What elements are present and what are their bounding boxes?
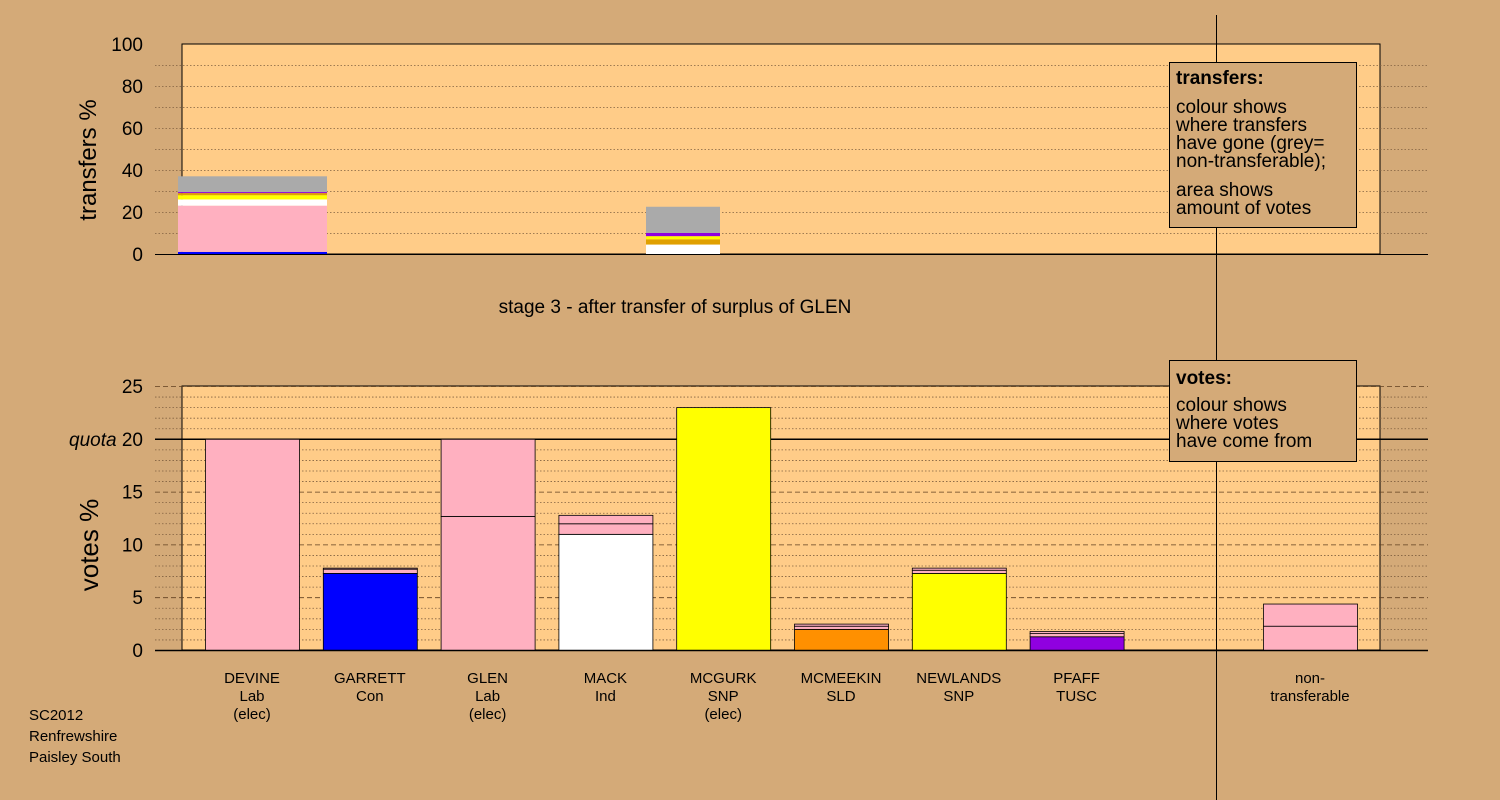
bar-newlands-segment <box>911 573 1007 651</box>
transfers-y-tick-label: 0 <box>132 245 143 266</box>
candidate-name: MCGURK <box>690 670 757 687</box>
transfers-legend-line-1: colour shows <box>1176 97 1287 118</box>
transfer-segment-garrett <box>178 251 327 254</box>
votes-legend: votes: colour shows where votes have com… <box>1169 360 1357 462</box>
votes-y-tick-label: 15 <box>122 483 143 504</box>
transfer-segment-newlands <box>646 236 720 240</box>
transfers-bars <box>178 176 720 254</box>
transfer-segment-mcgurk <box>178 195 327 200</box>
bar-newlands-segment <box>911 569 1007 574</box>
transfer-segment-pfaff <box>646 233 720 237</box>
transfer-segment-mcmeekin <box>646 239 720 245</box>
candidate-name: MACK <box>584 670 627 687</box>
candidate-name: GLEN <box>467 670 508 687</box>
votes-y-tick-label-quota: quota 20 <box>69 430 143 451</box>
candidate-status: (elec) <box>233 706 271 723</box>
transfer-segment-glen <box>178 205 327 252</box>
bar-mcmeekin-segment <box>794 628 889 651</box>
candidate-name: MCMEEKIN <box>801 670 882 687</box>
candidate-name: PFAFF <box>1053 670 1100 687</box>
votes-y-axis-label: votes % <box>74 499 104 592</box>
candidate-name: NEWLANDS <box>916 670 1001 687</box>
transfers-legend: transfers: colour shows where transfers … <box>1169 62 1357 228</box>
bar-nontransferable-segment <box>1263 625 1358 651</box>
footer-council: Renfrewshire <box>29 728 117 745</box>
transfers-legend-line-6: amount of votes <box>1176 198 1311 219</box>
footer-ward: Paisley South <box>29 749 121 766</box>
bar-mack-segment <box>558 523 654 535</box>
candidate-party: Lab <box>475 688 500 705</box>
bar-garrett-segment <box>322 573 418 651</box>
transfers-legend-line-2: where transfers <box>1175 115 1307 136</box>
transfer-segment-non-transferable <box>178 176 327 193</box>
transfers-y-tick-label: 100 <box>111 35 143 56</box>
votes-bars <box>205 407 1358 651</box>
votes-legend-line-2: where votes <box>1175 413 1278 434</box>
transfers-y-tick-label: 60 <box>122 119 143 140</box>
votes-legend-line-3: have come from <box>1176 431 1312 452</box>
transfers-y-tick-label: 80 <box>122 77 143 98</box>
votes-legend-box <box>1169 360 1357 462</box>
bar-mcmeekin-segment <box>794 625 889 630</box>
transfer-segment-newlands <box>178 193 327 196</box>
bar-devine-segment <box>205 438 300 651</box>
bar-garrett-segment <box>322 567 418 570</box>
candidate-party: SNP <box>708 688 739 705</box>
candidate-party: Ind <box>595 688 616 705</box>
votes-y-ticks: 0 5 10 15 25 quota 20 <box>69 377 143 662</box>
transfer-segment-mack <box>646 244 720 254</box>
transfers-y-tick-label: 20 <box>122 203 143 224</box>
bar-glen-segment <box>440 438 536 517</box>
transfers-legend-line-3: have gone (grey= <box>1176 133 1324 154</box>
candidate-name: GARRETT <box>334 670 406 687</box>
bar-pfaff-segment <box>1029 636 1125 651</box>
transfers-legend-box <box>1169 62 1357 228</box>
transfer-segment-non-transferable <box>646 206 720 233</box>
candidate-labels: DEVINELab(elec)GARRETTConGLENLab(elec)MA… <box>224 670 1350 723</box>
candidate-party: TUSC <box>1056 688 1097 705</box>
candidate-party: Lab <box>239 688 264 705</box>
bar-nontransferable-segment <box>1263 603 1358 627</box>
transfers-legend-line-5: area shows <box>1176 180 1273 201</box>
bar-pfaff-segment <box>1029 633 1125 638</box>
votes-y-tick-label: 25 <box>122 377 143 398</box>
candidate-name: DEVINE <box>224 670 280 687</box>
transfers-y-axis-label: transfers % <box>75 99 102 220</box>
nontransferable-label-1: non- <box>1295 670 1325 687</box>
bar-newlands-segment <box>911 567 1007 571</box>
votes-legend-title: votes: <box>1176 368 1232 389</box>
votes-legend-line-1: colour shows <box>1176 395 1287 416</box>
candidate-party: Con <box>356 688 384 705</box>
bar-garrett-segment <box>322 568 418 574</box>
candidate-status: (elec) <box>469 706 507 723</box>
nontransferable-label-2: transferable <box>1270 688 1349 705</box>
candidate-party: SNP <box>943 688 974 705</box>
transfers-legend-title: transfers: <box>1176 68 1264 89</box>
transfer-segment-pfaff <box>178 192 327 194</box>
votes-y-tick-label: 10 <box>122 535 143 556</box>
bar-glen-segment <box>440 515 536 651</box>
bar-mcgurk-segment <box>676 407 772 651</box>
bar-mack-segment <box>558 533 654 651</box>
bar-mack-segment <box>558 514 654 525</box>
transfers-legend-line-4: non-transferable); <box>1176 151 1326 172</box>
candidate-status: (elec) <box>704 706 742 723</box>
footer-election: SC2012 <box>29 707 83 724</box>
votes-y-tick-label: 0 <box>132 641 143 662</box>
transfers-y-tick-label: 40 <box>122 161 143 182</box>
votes-y-tick-label: 5 <box>132 588 143 609</box>
transfers-y-ticks: 0 20 40 60 80 100 <box>111 35 143 266</box>
bar-mcmeekin-segment <box>794 623 889 627</box>
candidate-party: SLD <box>826 688 855 705</box>
transfer-segment-mack <box>178 199 327 206</box>
stage-caption: stage 3 - after transfer of surplus of G… <box>499 297 852 318</box>
bar-pfaff-segment <box>1029 631 1125 635</box>
